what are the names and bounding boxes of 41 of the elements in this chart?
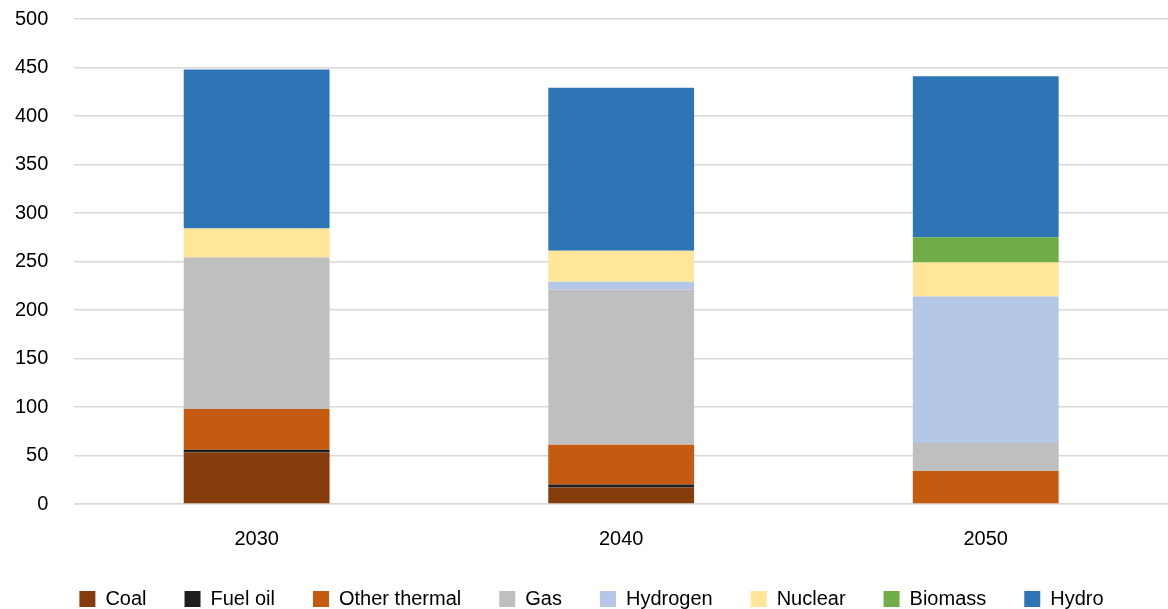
y-tick-label: 250 [14, 249, 49, 272]
legend-label: Biomass [909, 586, 987, 609]
legend-label: Coal [105, 586, 147, 609]
bar [912, 442, 1059, 472]
bar [912, 76, 1059, 238]
bar [548, 281, 695, 290]
bar [183, 452, 330, 504]
y-tick-label: 100 [14, 394, 49, 417]
bar [912, 471, 1059, 504]
y-tick-label: 450 [14, 55, 49, 78]
y-tick-label: 0 [37, 491, 49, 514]
x-tick-label: 2030 [234, 526, 279, 549]
bar [183, 408, 330, 450]
y-tick-label: 300 [14, 200, 49, 223]
y-tick-label: 200 [14, 297, 49, 320]
legend-label: Hydro [1050, 586, 1104, 609]
bar [548, 250, 695, 282]
bar [548, 87, 695, 251]
y-tick-label: 50 [26, 443, 49, 466]
legend-label: Nuclear [776, 586, 846, 609]
bar [548, 444, 695, 485]
y-tick-label: 400 [14, 103, 49, 126]
bar [183, 228, 330, 258]
legend-label: Hydrogen [625, 586, 713, 609]
legend-label: Gas [525, 586, 562, 609]
bar [183, 449, 330, 453]
bar [912, 262, 1059, 297]
y-tick-label: 500 [14, 6, 49, 29]
x-tick-label: 2050 [963, 526, 1008, 549]
bar [912, 237, 1059, 263]
bar [548, 289, 695, 445]
legend-label: Other thermal [338, 586, 462, 609]
bar [183, 257, 330, 409]
bar [912, 296, 1059, 443]
y-tick-label: 150 [14, 346, 49, 369]
bar [183, 69, 330, 229]
legend-label: Fuel oil [210, 586, 275, 609]
y-tick-label: 350 [14, 152, 49, 175]
bar [548, 484, 695, 488]
bar [548, 487, 695, 504]
x-tick-label: 2040 [598, 526, 644, 549]
